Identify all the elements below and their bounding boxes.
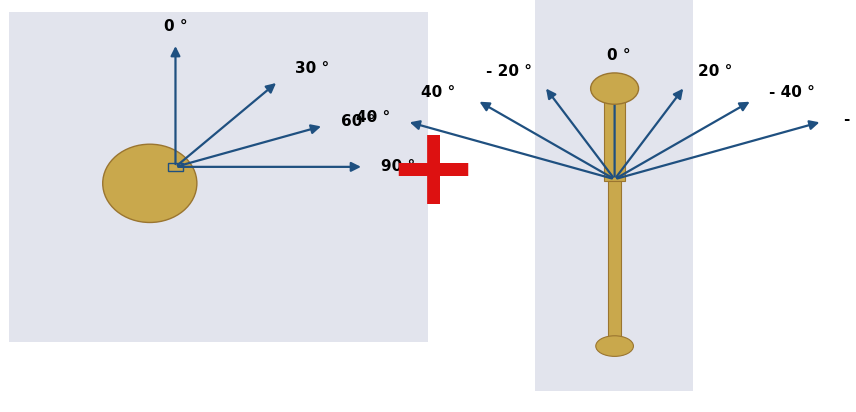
Text: 60 °: 60 °	[341, 114, 375, 129]
Text: 20 °: 20 °	[698, 64, 732, 80]
Ellipse shape	[103, 144, 197, 222]
Text: 0 °: 0 °	[163, 19, 187, 34]
Text: 40 °: 40 °	[356, 110, 390, 125]
Text: 30 °: 30 °	[295, 61, 330, 76]
Text: +: +	[386, 119, 479, 227]
Bar	[9, 12, 428, 342]
Text: - 40 °: - 40 °	[843, 112, 856, 127]
Text: - 20 °: - 20 °	[485, 64, 532, 80]
Text: - 40 °: - 40 °	[770, 84, 815, 100]
Polygon shape	[608, 181, 621, 338]
Ellipse shape	[596, 336, 633, 356]
Polygon shape	[604, 99, 625, 181]
Bar	[535, 0, 693, 391]
Bar	[168, 163, 183, 171]
Ellipse shape	[591, 73, 639, 104]
Text: 40 °: 40 °	[421, 84, 455, 100]
Text: 0 °: 0 °	[607, 48, 631, 63]
Text: 90 °: 90 °	[381, 159, 415, 174]
